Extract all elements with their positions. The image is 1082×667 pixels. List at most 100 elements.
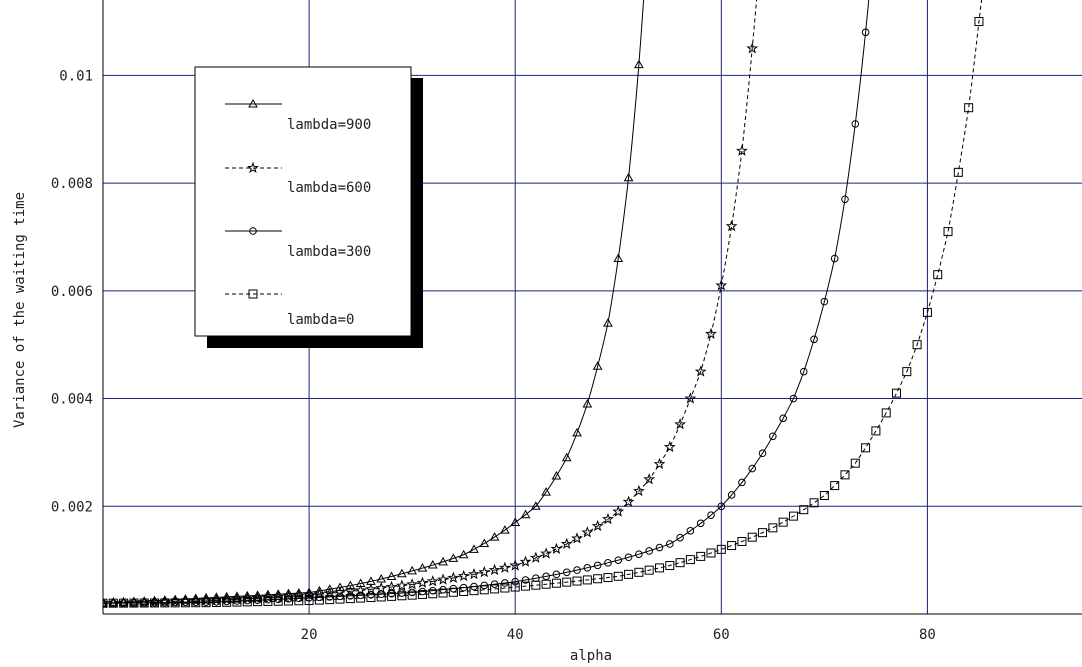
series-0-point-47 [582, 398, 593, 408]
series-3-point-58 [696, 551, 706, 561]
series-3-point-73 [850, 458, 860, 468]
series-1-point-30 [406, 578, 419, 590]
series-2-point-30 [408, 588, 416, 597]
series-3-point-12 [222, 597, 232, 607]
series-3-point-76 [881, 408, 891, 418]
series-3-point-14 [242, 597, 252, 607]
series-3-point-81 [933, 270, 943, 280]
series-2-point-41 [521, 576, 530, 584]
series-0-point-12 [221, 591, 232, 601]
series-3-point-70 [819, 491, 829, 501]
series-2-point-16 [264, 595, 272, 604]
legend-label-1: lambda=600 [287, 180, 371, 196]
x-tick-label-0: 20 [301, 627, 318, 643]
series-1-point-52 [632, 484, 645, 497]
series-3-point-46 [572, 576, 582, 586]
series-1-point-31 [416, 576, 429, 588]
legend-label-3: lambda=0 [287, 312, 354, 328]
series-3-point-5 [150, 598, 160, 608]
series-3-point-25 [356, 593, 366, 603]
series-3-point-37 [479, 585, 489, 595]
axes [102, 0, 1082, 615]
series-3-point-63 [747, 532, 757, 542]
series-2-point-53 [645, 547, 653, 555]
series-3-point-27 [376, 592, 386, 602]
series-1-point-33 [437, 573, 450, 585]
series-0-point-52 [634, 59, 644, 69]
series-3-point-62 [737, 536, 747, 546]
series-0-point-10 [201, 592, 211, 602]
series-0-point-43 [541, 487, 551, 496]
series-0-point-46 [572, 427, 582, 437]
series-3-point-24 [345, 594, 355, 604]
series-1-point-51 [622, 495, 635, 507]
series-2-point-49 [604, 559, 612, 567]
series-3-point-78 [902, 367, 912, 377]
series-2-point-48 [593, 561, 602, 570]
series-2-point-3 [130, 599, 138, 607]
series-2-point-51 [624, 553, 633, 562]
series-3-point-2 [119, 598, 129, 608]
series-3-point-53 [644, 565, 654, 575]
series-1-point-2 [117, 596, 130, 608]
legend-item-0: lambda=900 [225, 98, 371, 133]
series-1-point-29 [395, 579, 408, 591]
series-2-point-23 [336, 592, 344, 601]
series-3-point-38 [490, 584, 500, 594]
series-2-point-71 [830, 254, 839, 263]
series-3-point-45 [562, 577, 572, 587]
series-3-point-64 [758, 528, 768, 538]
legend-marker-0 [248, 98, 258, 108]
series-0-point-45 [561, 452, 572, 462]
series-3-point-22 [325, 595, 335, 605]
series-3-point-77 [892, 388, 902, 398]
legend-item-3: lambda=0 [225, 289, 354, 328]
series-1-point-1 [107, 596, 120, 609]
series-3-point-72 [840, 470, 850, 480]
series-group [103, 0, 984, 609]
series-3-point-33 [438, 588, 448, 598]
y-tick-label-1: 0.004 [51, 392, 93, 408]
series-3-point-69 [809, 498, 819, 508]
series-3-point-19 [294, 596, 304, 606]
series-3-point-47 [582, 575, 592, 585]
series-3-point-84 [964, 103, 974, 113]
series-0-point-9 [190, 593, 201, 602]
x-tick-label-1: 40 [507, 627, 524, 643]
series-2-point-55 [665, 540, 674, 548]
series-3-point-52 [634, 567, 644, 577]
series-0-point-44 [551, 470, 562, 480]
series-0-point-50 [613, 253, 624, 263]
series-2-point-29 [398, 589, 406, 597]
series-3-point-39 [500, 583, 510, 593]
series-2-point-56 [676, 533, 684, 542]
series-1-point-62 [735, 144, 748, 156]
series-1-point-47 [581, 526, 594, 538]
series-2-point-54 [655, 543, 664, 552]
series-2-point-70 [820, 297, 829, 306]
series-2-point-50 [614, 556, 623, 564]
series-2-point-73 [851, 120, 860, 128]
series-0-point-49 [603, 318, 613, 327]
series-0-point-1 [108, 597, 119, 607]
series-line-1 [103, 0, 758, 604]
series-3-point-44 [551, 578, 561, 588]
legend-marker-3 [248, 289, 258, 299]
series-1-point-19 [292, 589, 305, 601]
series-2-point-24 [346, 592, 355, 600]
series-0-point-22 [324, 584, 335, 593]
series-2-point-60 [717, 502, 726, 511]
series-3-point-74 [861, 443, 871, 453]
series-3-point-75 [871, 426, 881, 436]
series-3-point-1 [108, 598, 118, 608]
series-1-point-23 [334, 586, 346, 598]
series-1-point-55 [663, 440, 676, 453]
series-3-point-20 [304, 596, 314, 606]
series-2-point-27 [377, 590, 386, 599]
series-2-point-14 [243, 596, 252, 605]
series-3-point-3 [129, 598, 139, 608]
series-3-point-11 [211, 597, 221, 607]
series-2-point-39 [501, 579, 509, 587]
series-0-point-36 [469, 544, 479, 553]
legend-marker-1 [247, 161, 259, 174]
